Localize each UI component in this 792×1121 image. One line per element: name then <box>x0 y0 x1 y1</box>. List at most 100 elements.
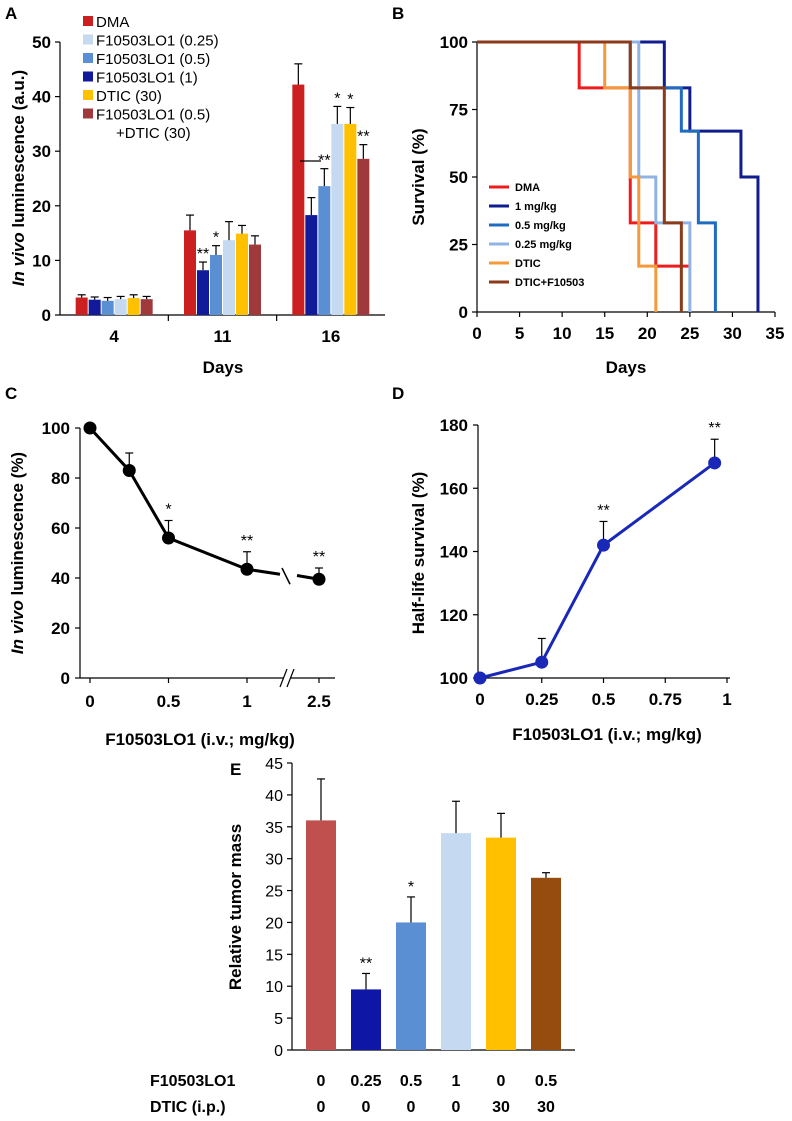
e-significance: * <box>408 879 414 896</box>
c-significance: * <box>165 502 171 519</box>
b-x-tick-label: 0 <box>472 324 481 343</box>
b-x-tick-label: 15 <box>595 324 614 343</box>
a-bar <box>344 123 357 316</box>
e-y-tick-label: 40 <box>265 788 283 805</box>
a-legend-swatch <box>83 53 93 63</box>
a-significance: ** <box>197 246 209 263</box>
a-significance: ** <box>318 153 330 170</box>
d-x-tick-label: 0 <box>475 690 484 709</box>
c-axis-break-mark <box>286 668 295 688</box>
e-row-label-f10503lo1: F10503LO1 <box>150 1073 235 1090</box>
b-legend-label: 0.5 mg/kg <box>515 220 566 232</box>
c-line-break <box>281 567 291 585</box>
d-y-tick-label: 120 <box>440 606 468 625</box>
d-ylabel: Half-life survival (%) <box>409 472 428 635</box>
panel-d: D 100 120 140 160 180 0 0.25 0.5 0.75 1 ** ** F105… <box>392 384 732 744</box>
b-x-tick-label: 10 <box>553 324 572 343</box>
e-dtic-dose: 30 <box>537 1099 555 1116</box>
b-y-tick-label: 50 <box>449 168 468 187</box>
b-survival-line <box>477 40 658 312</box>
e-y-tick-label: 30 <box>265 852 283 869</box>
b-legend-label: DTIC+F10503 <box>515 277 584 289</box>
e-y-tick-label: 10 <box>265 979 283 996</box>
c-significance: ** <box>313 549 325 566</box>
a-bar <box>197 270 209 315</box>
e-bar <box>486 837 516 1050</box>
a-significance: ** <box>357 129 369 146</box>
a-ylabel-rest: luminescence (a.u.) <box>9 70 28 233</box>
a-legend-label: DMA <box>96 14 129 31</box>
d-y-tick-label: 100 <box>440 669 468 688</box>
e-f10503lo1-dose: 1 <box>452 1073 461 1090</box>
a-legend-label: F10503LO1 (0.5) <box>96 107 210 124</box>
a-bar <box>127 298 140 315</box>
d-x-tick-label: 1 <box>722 690 731 709</box>
d-y-tick-label: 160 <box>440 479 468 498</box>
e-ylabel: Relative tumor mass <box>226 824 245 990</box>
c-point <box>83 421 97 435</box>
panel-b-letter: B <box>392 4 404 23</box>
a-bar <box>184 230 196 315</box>
a-significance: * <box>213 230 219 247</box>
a-y-tick-label: 0 <box>42 306 51 325</box>
c-y-tick-label: 40 <box>51 569 70 588</box>
c-ylabel-italic: In vivo <box>8 600 27 654</box>
a-legend-swatch <box>83 16 93 26</box>
d-point <box>473 671 487 685</box>
b-x-tick-label: 35 <box>766 324 785 343</box>
e-f10503lo1-dose: 0.5 <box>400 1073 422 1090</box>
a-bar <box>236 233 248 315</box>
b-y-tick-label: 25 <box>449 236 468 255</box>
e-y-tick-label: 45 <box>265 756 283 773</box>
c-xlabel: F10503LO1 (i.v.; mg/kg) <box>105 730 295 749</box>
a-legend-label: F10503LO1 (0.5) <box>96 51 210 68</box>
e-dtic-dose: 0 <box>452 1099 461 1116</box>
b-survival-line <box>477 40 692 312</box>
b-legend-label: DMA <box>515 182 540 194</box>
c-point <box>240 562 254 576</box>
b-legend-label: DTIC <box>515 258 541 270</box>
c-x-tick-label: 0 <box>85 692 94 711</box>
c-line <box>88 426 281 576</box>
panel-d-letter: D <box>392 384 404 403</box>
e-significance: ** <box>360 955 372 972</box>
e-f10503lo1-dose: 0 <box>497 1073 506 1090</box>
e-dtic-dose: 30 <box>492 1099 510 1116</box>
a-legend-swatch <box>83 71 93 82</box>
a-legend-label: +DTIC (30) <box>116 125 191 142</box>
a-y-tick-label: 10 <box>32 251 51 270</box>
b-xlabel: Days <box>606 358 647 377</box>
panel-c-letter: C <box>5 384 17 403</box>
d-x-tick-label: 0.25 <box>525 690 558 709</box>
a-x-tick-label: 11 <box>214 327 232 346</box>
a-bar <box>114 299 127 315</box>
panel-e-letter: E <box>230 760 241 779</box>
a-bar <box>210 254 222 315</box>
a-ylabel-italic: In vivo <box>9 232 28 286</box>
c-y-tick-label: 0 <box>61 669 70 688</box>
d-line <box>479 461 716 680</box>
c-ylabel: In vivo luminescence (%) <box>8 452 27 654</box>
c-y-tick-label: 20 <box>51 619 70 638</box>
d-y-tick-label: 140 <box>440 543 468 562</box>
a-bar <box>292 84 305 315</box>
d-significance: ** <box>708 420 720 437</box>
e-bar <box>306 820 336 1050</box>
e-bar <box>396 922 426 1050</box>
a-y-tick-label: 20 <box>32 197 51 216</box>
a-bar <box>318 186 331 315</box>
b-ylabel: Survival (%) <box>409 128 428 225</box>
e-y-tick-label: 5 <box>274 1011 283 1028</box>
b-x-tick-label: 25 <box>680 324 699 343</box>
d-x-tick-label: 0.75 <box>649 690 682 709</box>
a-bar <box>357 158 370 315</box>
a-y-tick-label: 40 <box>32 88 51 107</box>
c-ylabel-rest: luminescence (%) <box>8 452 27 600</box>
b-legend-label: 1 mg/kg <box>515 201 557 213</box>
c-axis-break-mark <box>279 668 288 688</box>
c-y-tick-label: 100 <box>42 419 70 438</box>
b-survival-line <box>477 40 717 312</box>
e-y-tick-label: 25 <box>265 884 283 901</box>
c-axis-break-gap <box>283 676 291 680</box>
